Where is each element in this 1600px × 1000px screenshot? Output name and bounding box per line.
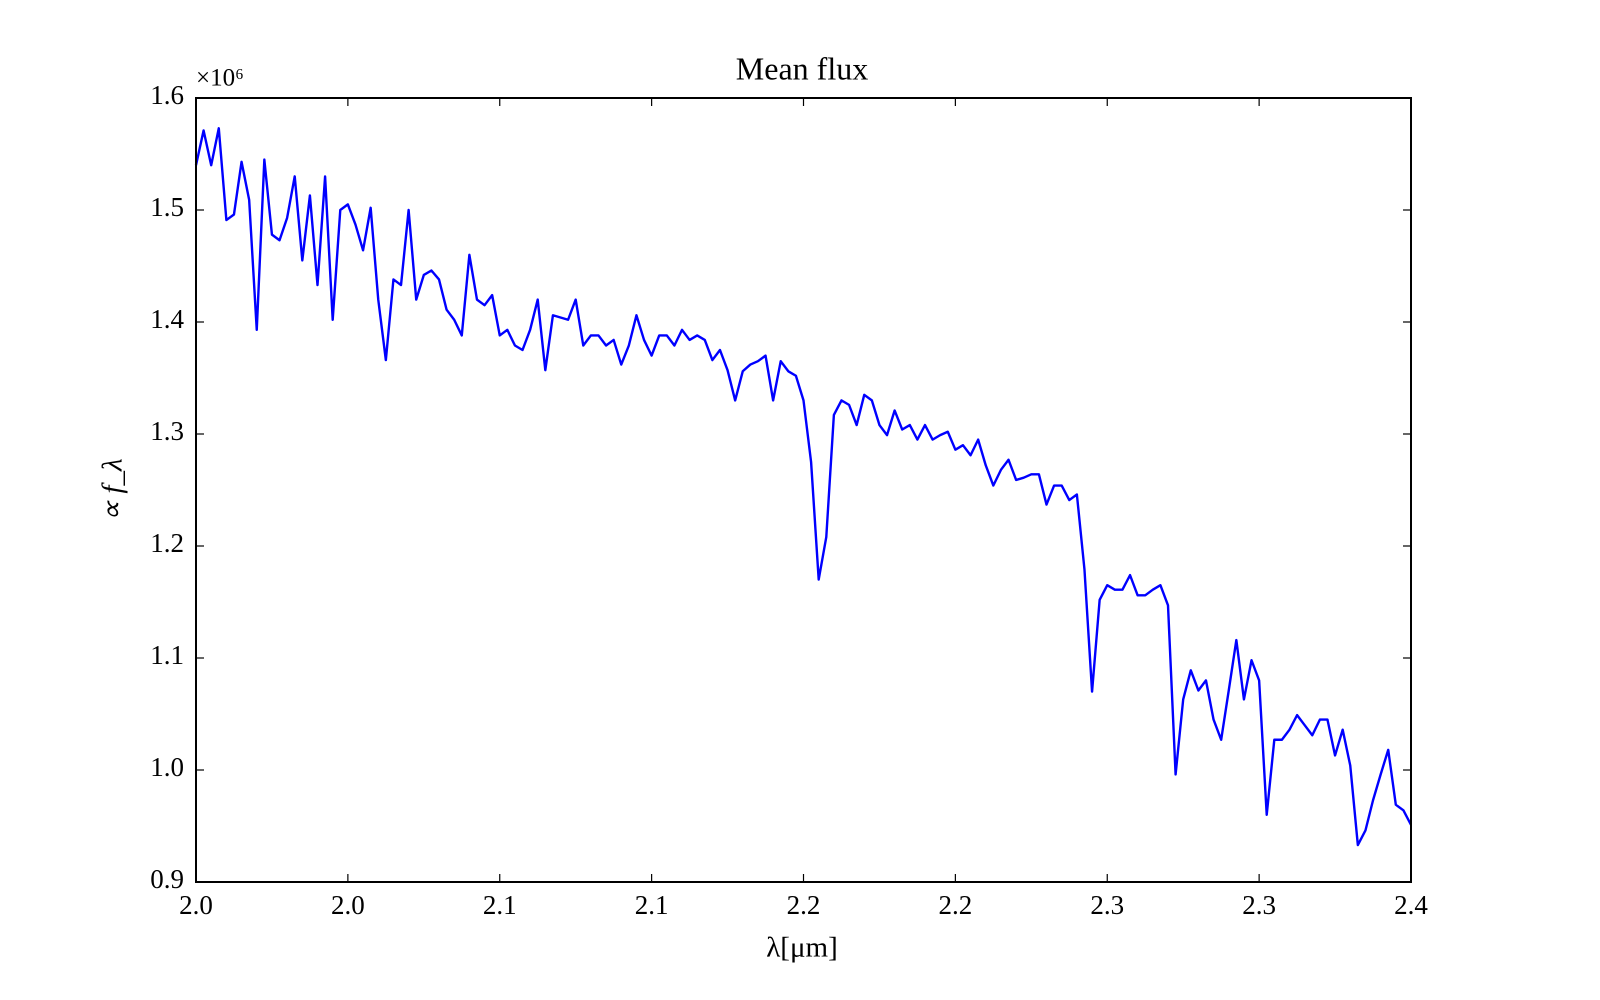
data-line [194,127,1413,847]
x-tick-label: 2.0 [331,890,365,920]
x-tick-label: 2.3 [1242,890,1276,920]
x-tick-label: 2.0 [179,890,213,920]
x-axis-label: λ[μm] [766,932,837,964]
y-tick-label: 1.4 [150,304,184,334]
y-tick-label: 1.2 [150,528,184,558]
x-tick-label: 2.1 [483,890,517,920]
y-axis-label: ∝ f_λ [97,458,129,521]
y-offset-label: ×10⁶ [196,65,244,92]
x-tick-label: 2.1 [635,890,669,920]
x-tick-label: 2.2 [787,890,821,920]
y-tick-label: 1.3 [150,416,184,446]
x-tick-label: 2.3 [1090,890,1124,920]
plot-frame [195,97,1412,883]
x-tick-label: 2.2 [939,890,973,920]
y-tick-label: 1.6 [150,80,184,110]
y-tick-label: 1.0 [150,752,184,782]
chart-title: Mean flux [736,50,868,86]
y-tick-label: 1.5 [150,192,184,222]
y-tick-label: 0.9 [150,864,184,894]
x-tick-label: 2.4 [1394,890,1428,920]
y-tick-label: 1.1 [150,640,184,670]
